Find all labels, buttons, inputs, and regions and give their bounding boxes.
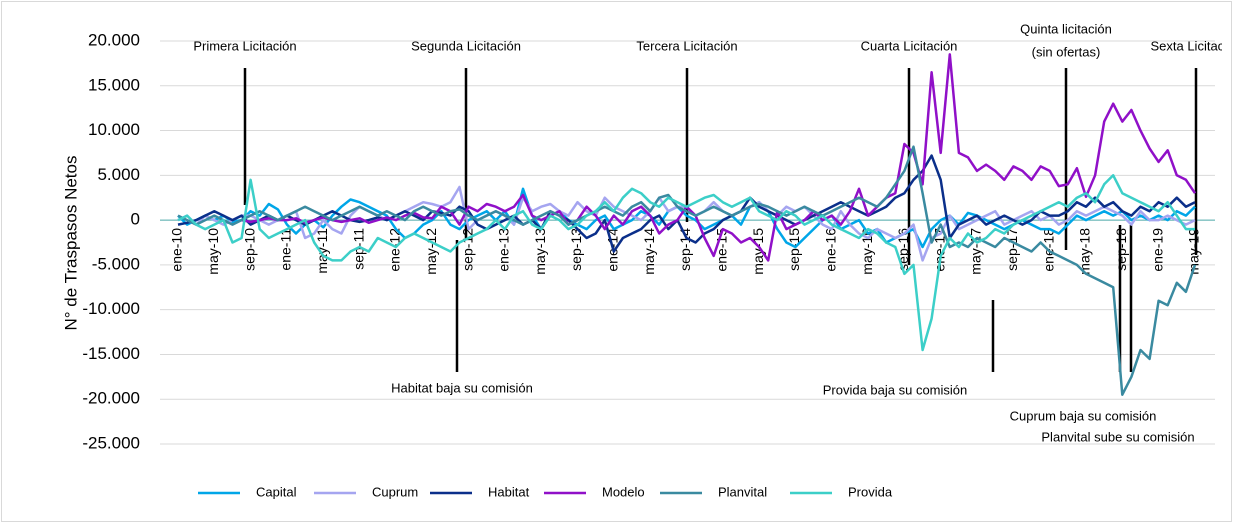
x-tick-label: ene-11 [278,228,294,271]
x-tick-label: ene-16 [822,228,838,272]
x-tick-label: sep-12 [459,228,475,271]
legend-label: Habitat [488,484,530,499]
x-tick-label: may-16 [859,228,875,275]
x-tick-label: may-12 [423,228,439,275]
x-tick-label: ene-12 [387,228,403,272]
y-tick-label: -20.000 [82,389,140,408]
x-tick-label: may-14 [641,228,657,275]
x-tick-label: ene-10 [169,228,185,272]
x-tick-label: sep-15 [786,228,802,271]
x-tick-label: may-19 [1186,228,1202,275]
annotation-text: Quinta licitación [1020,21,1112,36]
series-line [177,145,1197,396]
legend-label: Provida [848,484,893,499]
annotation-text: Cuarta Licitación [861,38,958,53]
annotation-text: Planvital sube su comisión [1041,429,1194,444]
x-tick-label: may-15 [750,228,766,275]
annotation-text: Primera Licitación [193,38,296,53]
series-line [177,174,1195,352]
annotation-text: Habitat baja su comisión [391,380,533,395]
y-axis-label: N° de Traspasos Netos [61,156,80,331]
x-tick-label: may-13 [532,228,548,275]
annotation-text: Segunda Licitación [411,38,521,53]
y-tick-label: 5.000 [97,165,140,184]
x-tick-label: may-18 [1077,228,1093,275]
y-tick-label: -5.000 [92,254,140,273]
annotation-text: Sexta Licitación [1150,38,1233,53]
annotation-text: Provida baja su comisión [823,382,968,397]
x-tick-label: ene-17 [931,228,947,272]
x-tick-label: ene-13 [496,228,512,272]
y-tick-label: 0 [131,210,140,229]
x-tick-label: sep-13 [568,228,584,271]
y-tick-label: 10.000 [88,120,140,139]
y-tick-label: -10.000 [82,299,140,318]
x-tick-label: sep-17 [1004,228,1020,271]
y-tick-label: 15.000 [88,75,140,94]
annotations: Primera Licitación Segunda Licitación Terc… [193,21,1233,444]
annotation-text: Tercera Licitación [636,38,737,53]
legend-label: Modelo [602,484,645,499]
series-line [177,154,1196,253]
x-tick-label: may-10 [205,228,221,275]
x-tick-label: sep-10 [241,228,257,271]
series-line [177,187,1196,249]
x-tick-label: may-11 [314,228,330,274]
x-tick-label: ene-15 [714,228,730,272]
y-tick-label: -15.000 [82,344,140,363]
legend-label: Cuprum [372,484,418,499]
annotation-text: (sin ofertas) [1032,44,1101,59]
y-tick-label: 20.000 [88,30,140,49]
legend-label: Capital [256,484,297,499]
x-tick-label: ene-19 [1149,228,1165,272]
annotation-text: Cuprum baja su comisión [1010,408,1157,423]
legend-label: Planvital [718,484,767,499]
y-tick-label: -25.000 [82,433,140,452]
